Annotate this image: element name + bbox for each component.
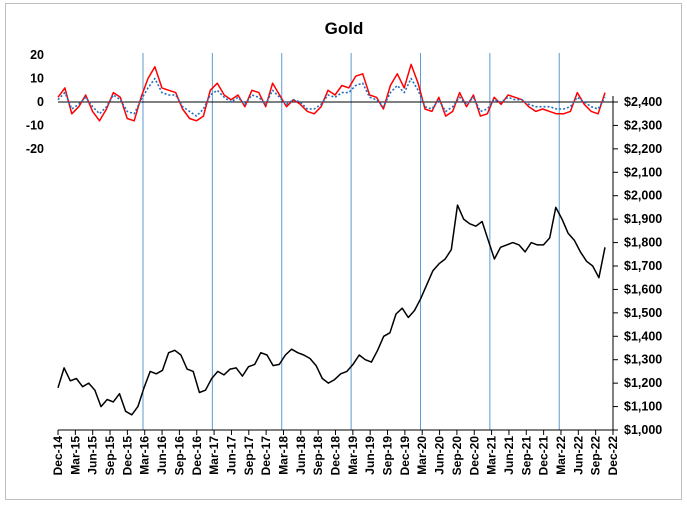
x-tick-label: Sep-22 [589, 436, 603, 476]
x-tick-label: Mar-17 [207, 436, 221, 475]
x-tick-label: Sep-21 [519, 436, 533, 476]
x-tick-label: Dec-20 [467, 436, 481, 476]
x-tick-label: Dec-15 [120, 436, 134, 476]
price-tick-label: $1,000 [624, 423, 662, 437]
x-tick-label: Mar-18 [276, 436, 290, 475]
x-tick-label: Dec-18 [329, 436, 343, 476]
x-tick-label: Jun-15 [86, 436, 100, 475]
x-tick-label: Sep-17 [242, 436, 256, 476]
price-tick-label: $1,700 [624, 259, 662, 273]
series-line-3 [57, 77, 606, 117]
x-tick-label: Dec-22 [606, 436, 620, 476]
x-tick-label: Jun-22 [571, 436, 585, 475]
x-tick-label: Dec-17 [259, 436, 273, 476]
price-tick-label: $1,400 [624, 329, 662, 343]
x-tick-label: Mar-22 [554, 436, 568, 475]
x-tick-label: Sep-18 [311, 436, 325, 476]
x-tick-label: Jun-16 [155, 436, 169, 475]
price-tick-label: $2,400 [624, 95, 662, 109]
x-tick-label: Jun-21 [502, 436, 516, 475]
price-tick-label: $1,300 [624, 353, 662, 367]
x-tick-label: Jun-19 [363, 436, 377, 475]
series-layer [57, 63, 606, 416]
x-tick-label: Dec-16 [190, 436, 204, 476]
price-tick-label: $1,900 [624, 212, 662, 226]
x-tick-label: Sep-20 [450, 436, 464, 476]
series-line-1 [57, 204, 606, 416]
upper-tick-label: 20 [30, 48, 44, 62]
price-tick-label: $1,200 [624, 376, 662, 390]
price-axis: $1,000 $1,100 $1,200 $1,300 $1,400 $1,500 $1,6… [612, 95, 662, 437]
price-tick-label: $2,300 [624, 118, 662, 132]
x-tick-label: Sep-19 [381, 436, 395, 476]
price-tick-label: $1,800 [624, 236, 662, 250]
price-tick-label: $2,100 [624, 165, 662, 179]
chart-title: Gold [325, 19, 364, 38]
upper-axis: 20 10 0 -10 -20 [26, 48, 613, 156]
x-tick-label: Sep-16 [172, 436, 186, 476]
upper-tick-label: 0 [37, 95, 44, 109]
upper-tick-label: -20 [26, 142, 44, 156]
x-tick-label: Jun-18 [294, 436, 308, 475]
x-tick-label: Dec-21 [537, 436, 551, 476]
x-tick-label: Dec-19 [398, 436, 412, 476]
x-tick-label: Mar-19 [346, 436, 360, 475]
x-tick-label: Mar-16 [138, 436, 152, 475]
price-tick-label: $1,100 [624, 400, 662, 414]
x-tick-label: Mar-15 [68, 436, 82, 475]
x-tick-label: Dec-14 [51, 436, 65, 476]
upper-tick-label: 10 [30, 72, 44, 86]
price-tick-label: $2,200 [624, 142, 662, 156]
price-tick-label: $1,600 [624, 282, 662, 296]
x-tick-label: Jun-20 [433, 436, 447, 475]
x-tick-label: Mar-20 [415, 436, 429, 475]
series-line-2 [57, 63, 606, 122]
upper-tick-label: -10 [26, 119, 44, 133]
x-tick-label: Mar-21 [485, 436, 499, 475]
x-tick-label: Sep-15 [103, 436, 117, 476]
x-tick-label: Jun-17 [224, 436, 238, 475]
x-axis: Dec-14 Mar-15 Jun-15 Sep-15 Dec-15 Mar-16 Jun-… [51, 429, 620, 476]
price-tick-label: $1,500 [624, 306, 662, 320]
price-tick-label: $2,000 [624, 189, 662, 203]
vertical-gridlines [142, 53, 560, 430]
